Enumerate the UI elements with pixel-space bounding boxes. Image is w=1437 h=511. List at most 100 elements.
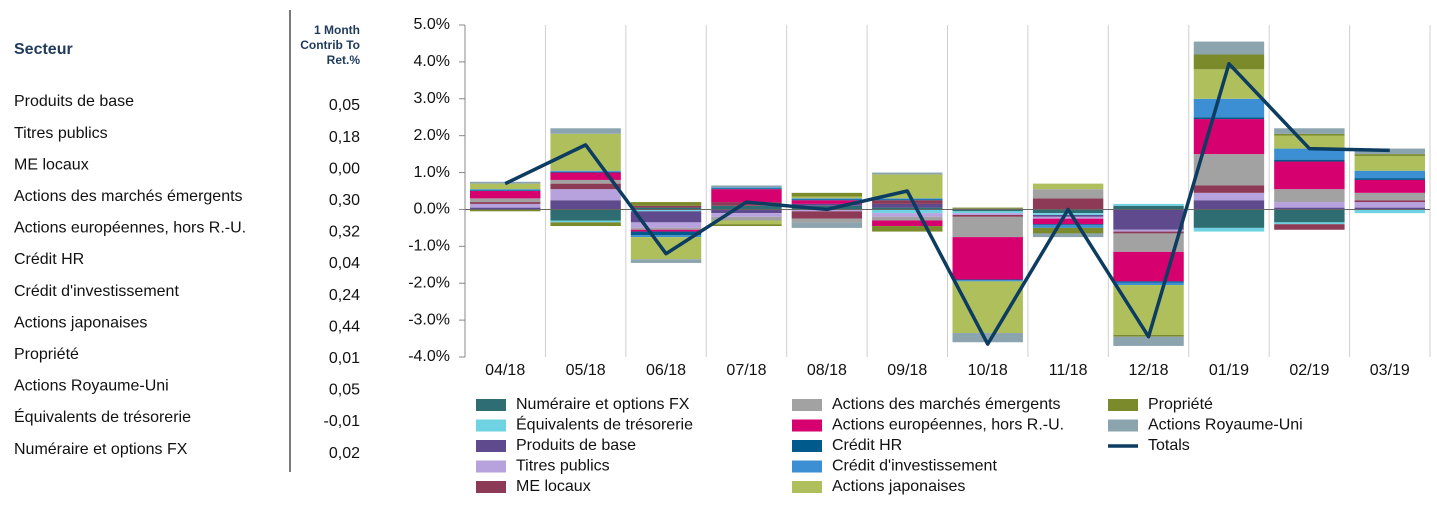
bar-segment bbox=[630, 202, 702, 206]
bar-segment bbox=[1354, 178, 1425, 180]
y-tick-label: 2.0% bbox=[414, 127, 450, 144]
y-tick-label: -4.0% bbox=[408, 348, 450, 365]
sector-name: Numéraire et options FX bbox=[14, 441, 188, 458]
bar-segment bbox=[1354, 170, 1425, 179]
x-tick-label: 07/18 bbox=[726, 362, 766, 379]
sector-name: Actions européennes, hors R.-U. bbox=[14, 220, 246, 237]
x-tick-label: 10/18 bbox=[968, 362, 1008, 379]
bar-segment bbox=[791, 203, 863, 206]
legend-label: Totals bbox=[1148, 437, 1190, 454]
bar-segment bbox=[1032, 198, 1104, 210]
bar-segment bbox=[952, 333, 1023, 343]
contrib-value: 0,24 bbox=[329, 287, 360, 304]
contrib-value: 0,05 bbox=[329, 382, 360, 399]
bar-segment bbox=[1274, 207, 1345, 210]
bar-segment bbox=[1193, 209, 1265, 228]
contrib-value: 0,04 bbox=[329, 255, 360, 272]
legend-swatch bbox=[792, 399, 822, 411]
bar-segment bbox=[1274, 202, 1345, 208]
bar-segment bbox=[1274, 133, 1345, 136]
bar-segment bbox=[550, 189, 621, 201]
legend-label: Numéraire et options FX bbox=[516, 396, 690, 413]
sector-name: Produits de base bbox=[14, 93, 134, 110]
legend-label: ME locaux bbox=[516, 478, 591, 495]
bar-segment bbox=[1193, 227, 1265, 232]
bar-segment bbox=[711, 185, 782, 188]
bar-segment bbox=[952, 281, 1023, 334]
bar-segment bbox=[550, 128, 621, 134]
bar-segment bbox=[550, 172, 621, 180]
sector-name: Actions Royaume-Uni bbox=[14, 378, 169, 395]
bar-segment bbox=[550, 209, 621, 221]
bar-segment bbox=[1113, 285, 1184, 335]
bar-segment bbox=[1354, 192, 1425, 201]
legend-swatch bbox=[476, 419, 506, 432]
legend-swatch bbox=[476, 460, 506, 473]
legend-swatch bbox=[1108, 399, 1138, 411]
x-tick-label: 08/18 bbox=[807, 362, 847, 379]
bar-segment bbox=[1354, 154, 1425, 156]
bar-segment bbox=[1274, 135, 1345, 149]
bar-segment bbox=[711, 205, 782, 210]
legend-swatch bbox=[792, 440, 822, 452]
legend-swatch bbox=[476, 399, 506, 411]
bar-segment bbox=[872, 207, 943, 210]
bar-segment bbox=[630, 209, 702, 212]
x-tick-label: 03/19 bbox=[1370, 362, 1410, 379]
legend-label: Actions Royaume-Uni bbox=[1148, 417, 1303, 434]
legend-swatch bbox=[792, 460, 822, 473]
bar-segment bbox=[872, 203, 943, 208]
bar-segment bbox=[1193, 154, 1265, 186]
legend-label: Propriété bbox=[1148, 396, 1213, 413]
legend-label: Crédit HR bbox=[832, 437, 902, 454]
bar-segment bbox=[630, 237, 702, 260]
bar-segment bbox=[1274, 189, 1345, 203]
bar-segment bbox=[1113, 281, 1184, 283]
bar-segment bbox=[1193, 200, 1265, 210]
bar-segment bbox=[1113, 336, 1184, 346]
bar-segment bbox=[1193, 54, 1265, 70]
bar-segment bbox=[470, 209, 541, 212]
sector-name: Propriété bbox=[14, 346, 79, 363]
bar-segment bbox=[1193, 98, 1265, 118]
bar-segment bbox=[1193, 185, 1265, 193]
bar-segment bbox=[711, 188, 782, 190]
bar-segment bbox=[872, 174, 943, 199]
contrib-value: 0,02 bbox=[329, 445, 360, 462]
bar-segment bbox=[1354, 179, 1425, 193]
bar-segment bbox=[952, 209, 1023, 212]
bar-segment bbox=[952, 207, 1023, 209]
x-tick-label: 11/18 bbox=[1049, 362, 1088, 379]
legend-label: Actions des marchés émergents bbox=[832, 396, 1061, 413]
bar-segment bbox=[1032, 216, 1104, 219]
bar-segment bbox=[1354, 155, 1425, 171]
bar-segment bbox=[1032, 213, 1104, 215]
bar-segment bbox=[791, 200, 863, 204]
bar-segment bbox=[872, 216, 943, 221]
bar-segment bbox=[952, 279, 1023, 281]
bar-segment bbox=[711, 220, 782, 225]
bar-segment bbox=[1032, 227, 1104, 234]
y-tick-label: -3.0% bbox=[408, 311, 450, 328]
bar-segment bbox=[630, 211, 702, 223]
bar-segment bbox=[1354, 202, 1425, 208]
table-header: Ret.% bbox=[327, 53, 361, 67]
contrib-value: -0,01 bbox=[324, 413, 361, 430]
bar-segment bbox=[550, 183, 621, 190]
y-tick-label: 5.0% bbox=[414, 16, 450, 33]
bar-segment bbox=[711, 189, 782, 203]
contrib-value: 0,18 bbox=[329, 129, 360, 146]
legend-label: Équivalents de trésorerie bbox=[516, 415, 693, 434]
bar-segment bbox=[1032, 224, 1104, 226]
bar-segment bbox=[872, 226, 943, 232]
bar-segment bbox=[470, 190, 541, 191]
bar-segment bbox=[630, 229, 702, 232]
legend-swatch bbox=[476, 440, 506, 452]
bar-segment bbox=[1032, 225, 1104, 228]
x-tick-label: 05/18 bbox=[566, 362, 606, 379]
bar-segment bbox=[1193, 69, 1265, 99]
legend-swatch bbox=[476, 481, 506, 493]
y-tick-label: -1.0% bbox=[408, 238, 450, 255]
legend-label: Actions japonaises bbox=[832, 478, 965, 495]
